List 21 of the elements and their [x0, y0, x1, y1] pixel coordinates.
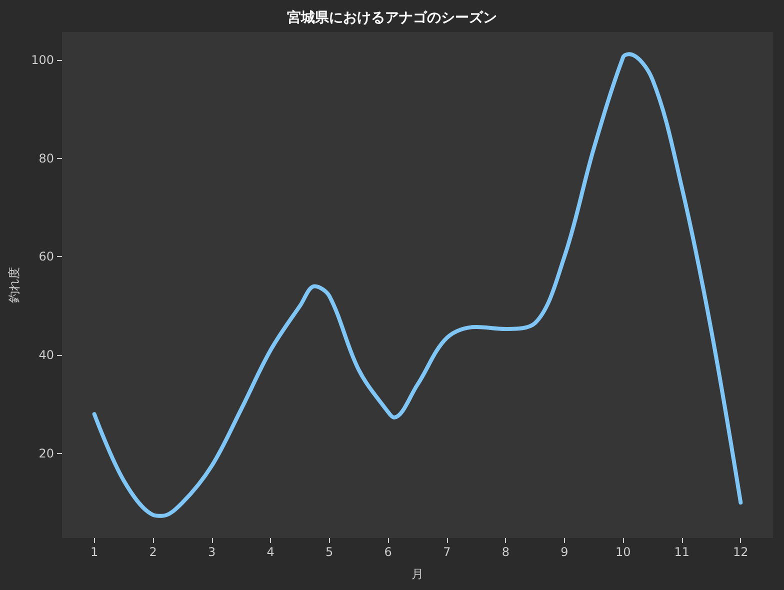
x-tick-label: 6 — [384, 545, 392, 559]
x-tick-label: 9 — [560, 545, 568, 559]
x-tick-label: 7 — [443, 545, 451, 559]
y-tick-label: 100 — [31, 53, 54, 68]
x-tick-label: 12 — [733, 545, 748, 559]
x-tick-label: 5 — [326, 545, 334, 559]
chart-title: 宮城県におけるアナゴのシーズン — [287, 9, 497, 26]
y-tick-label: 60 — [38, 250, 54, 264]
x-tick-label: 3 — [208, 545, 216, 559]
x-tick-label: 10 — [616, 545, 631, 559]
y-tick-label: 80 — [38, 151, 54, 166]
x-axis-title: 月 — [412, 567, 424, 581]
y-axis-title: 釣れ度 — [7, 267, 21, 303]
x-tick-label: 8 — [502, 545, 510, 559]
x-tick-label: 4 — [266, 545, 274, 559]
x-tick-label: 2 — [149, 545, 157, 559]
x-tick-label: 11 — [674, 545, 690, 559]
y-tick-label: 40 — [38, 348, 54, 362]
line-series — [92, 52, 743, 518]
x-tick-label: 1 — [90, 545, 98, 559]
y-tick-label: 20 — [38, 446, 54, 460]
